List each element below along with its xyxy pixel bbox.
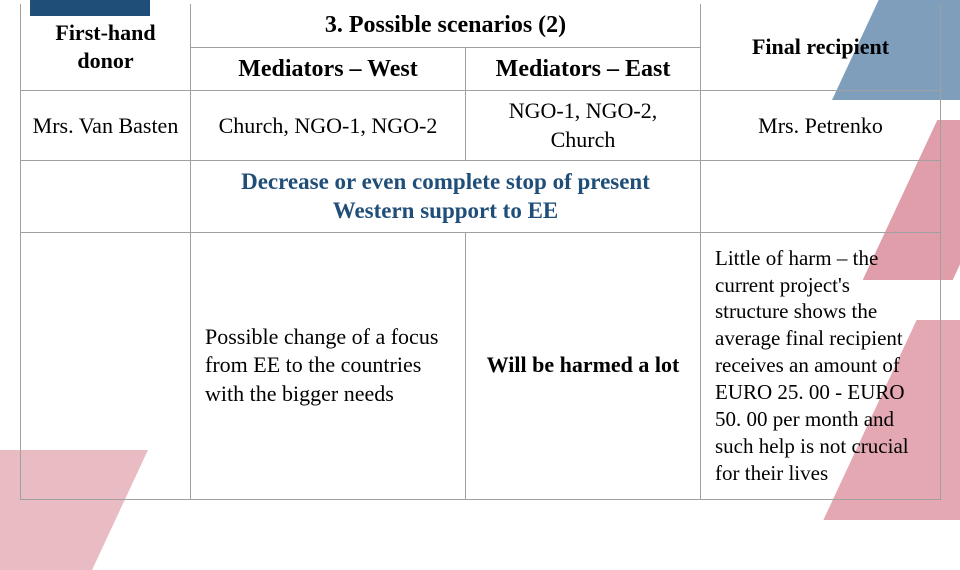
section-title: 3. Possible scenarios (2) xyxy=(191,4,701,47)
cell-west: Church, NGO-1, NGO-2 xyxy=(191,91,466,160)
scenario-row: Decrease or even complete stop of presen… xyxy=(21,160,941,232)
empty-cell-1 xyxy=(21,160,191,232)
detail-east: Will be harmed a lot xyxy=(466,232,701,499)
cell-donor: Mrs. Van Basten xyxy=(21,91,191,160)
header-final: Final recipient xyxy=(701,4,941,91)
empty-cell-2 xyxy=(701,160,941,232)
header-west: Mediators – West xyxy=(191,47,466,91)
merged-scenario-cell: Decrease or even complete stop of presen… xyxy=(191,160,701,232)
header-east: Mediators – East xyxy=(466,47,701,91)
data-row-1: Mrs. Van Basten Church, NGO-1, NGO-2 NGO… xyxy=(21,91,941,160)
scenarios-table-container: First-hand donor 3. Possible scenarios (… xyxy=(20,0,940,500)
cell-final: Mrs. Petrenko xyxy=(701,91,941,160)
empty-cell-3 xyxy=(21,232,191,499)
top-accent-bar xyxy=(30,0,150,16)
detail-west: Possible change of a focus from EE to th… xyxy=(191,232,466,499)
cell-east: NGO-1, NGO-2, Church xyxy=(466,91,701,160)
title-row: First-hand donor 3. Possible scenarios (… xyxy=(21,4,941,47)
scenarios-table: First-hand donor 3. Possible scenarios (… xyxy=(20,4,941,500)
detail-final: Little of harm – the current project's s… xyxy=(701,232,941,499)
header-donor: First-hand donor xyxy=(21,4,191,91)
detail-row: Possible change of a focus from EE to th… xyxy=(21,232,941,499)
